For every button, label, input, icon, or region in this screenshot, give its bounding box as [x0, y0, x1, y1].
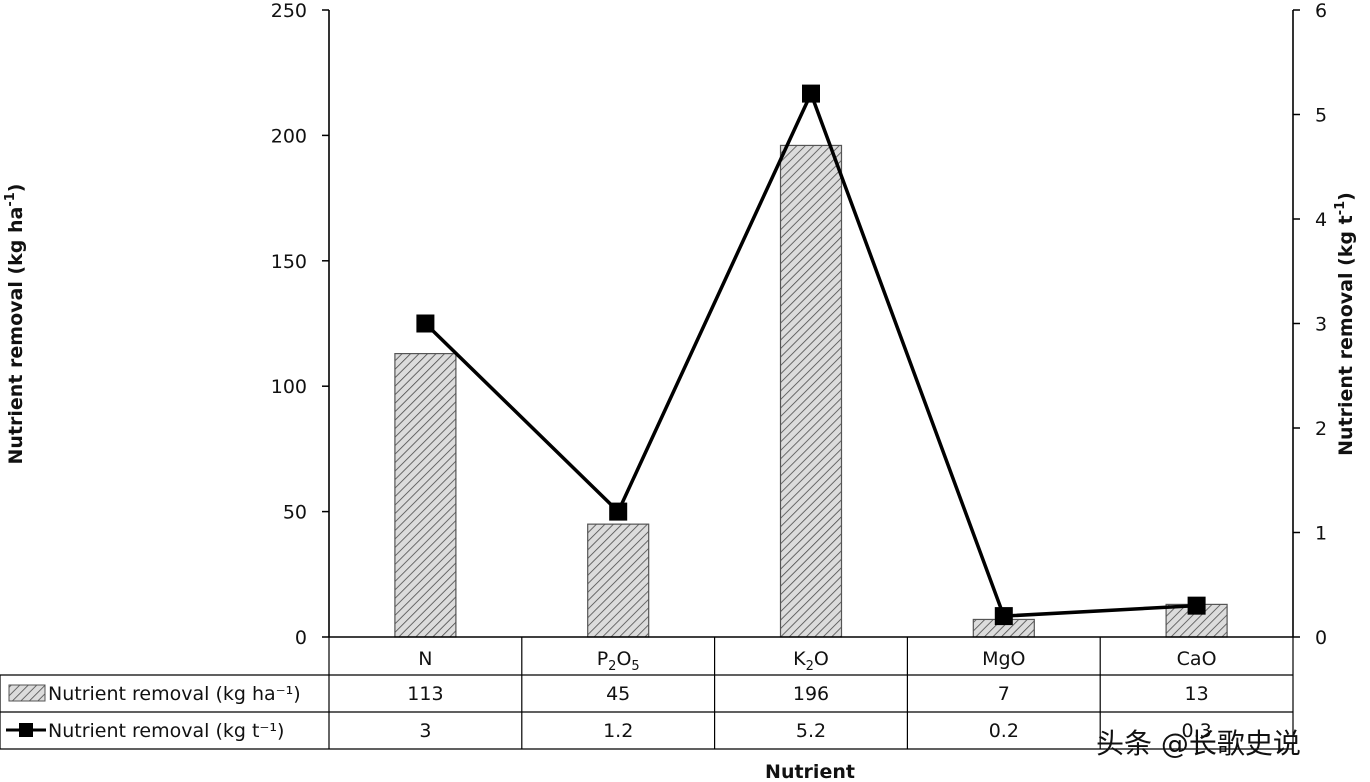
y-right-tick-label: 6: [1315, 0, 1327, 22]
y-axis-right-title: Nutrient removal (kg t-1): [1333, 192, 1357, 456]
y-right-tick-label: 5: [1315, 105, 1327, 127]
x-axis-title: Nutrient: [765, 761, 855, 782]
y-left-tick-label: 200: [271, 125, 307, 147]
table-cell: 113: [407, 683, 443, 705]
category-label: K2O: [793, 648, 829, 674]
y-right-tick-label: 1: [1315, 523, 1327, 545]
y-right-tick-label: 2: [1315, 418, 1327, 440]
legend-bar-key: [8, 684, 46, 702]
table-cell: 196: [793, 683, 829, 705]
y-right-tick-label: 4: [1315, 209, 1327, 231]
watermark: 头条 @长歌史说: [1096, 727, 1301, 760]
legend-line-label: Nutrient removal (kg t⁻¹): [48, 720, 284, 742]
y-left-tick-label: 150: [271, 251, 307, 273]
data-table: N P2O5 K2O MgO CaO Nutrient removal (kg ha⁻¹)…: [0, 637, 1294, 750]
table-cell: 45: [606, 683, 630, 705]
line-marker-cao: [1187, 596, 1206, 615]
category-label: P2O5: [597, 648, 640, 674]
category-label: N: [418, 648, 432, 670]
y-axis-right-ticks: 0 1 2 3 4 5 6: [1293, 0, 1327, 649]
y-right-tick-label: 3: [1315, 314, 1327, 336]
y-left-tick-label: 250: [271, 0, 307, 22]
table-cell: 3: [419, 720, 431, 742]
table-cell: 0.2: [989, 720, 1019, 742]
category-label: CaO: [1177, 648, 1217, 670]
y-left-tick-label: 100: [271, 376, 307, 398]
legend-bar-label: Nutrient removal (kg ha⁻¹): [48, 683, 301, 705]
y-left-tick-label: 50: [283, 502, 307, 524]
line-marker-mgo: [994, 607, 1013, 626]
bar-k2o: [779, 144, 843, 638]
table-cell: 7: [998, 683, 1010, 705]
bar-p2o5: [587, 523, 650, 638]
table-cell: 1.2: [603, 720, 633, 742]
y-axis-left-title: Nutrient removal (kg ha-1): [3, 184, 27, 465]
bar-series: [394, 144, 1228, 638]
category-label: MgO: [982, 648, 1025, 670]
y-axis-left-ticks: 0 50 100 150 200 250: [271, 0, 329, 649]
legend-line-marker: [19, 723, 33, 737]
table-cell: 13: [1185, 683, 1209, 705]
table-cell: 0.3: [1181, 720, 1211, 742]
line-marker-p2o5: [609, 502, 628, 521]
line-series: [416, 84, 1206, 626]
y-left-tick-label: 0: [295, 627, 307, 649]
axes: [328, 10, 1294, 638]
y-right-tick-label: 0: [1315, 627, 1327, 649]
line-marker-n: [416, 314, 435, 333]
line-marker-k2o: [802, 84, 820, 103]
table-cell: 5.2: [796, 720, 826, 742]
bar-n: [394, 352, 457, 638]
